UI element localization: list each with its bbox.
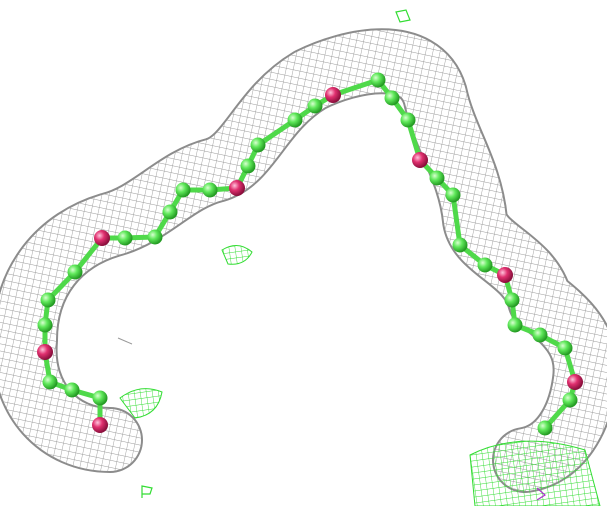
carbon-atom <box>175 182 191 198</box>
carbon-atom <box>64 382 80 398</box>
carbon-atom <box>370 72 386 88</box>
carbon-atom <box>37 317 53 333</box>
carbon-atom <box>307 98 323 114</box>
carbon-atom <box>117 230 133 246</box>
green-mesh-fragment <box>395 9 411 23</box>
carbon-atom <box>452 237 468 253</box>
carbon-atom <box>240 158 256 174</box>
carbon-atom <box>537 420 553 436</box>
carbon-atom <box>40 292 56 308</box>
atom-marker <box>536 487 547 501</box>
carbon-atom <box>532 327 548 343</box>
carbon-atom <box>507 317 523 333</box>
carbon-atom <box>250 137 266 153</box>
carbon-atom <box>400 112 416 128</box>
carbon-atom <box>92 390 108 406</box>
carbon-atom <box>477 257 493 273</box>
carbon-atom <box>202 182 218 198</box>
carbon-atom <box>162 204 178 220</box>
phosphorus-atom <box>497 267 513 283</box>
carbon-atom <box>445 187 461 203</box>
phosphorus-atom <box>37 344 53 360</box>
phosphorus-atom <box>229 180 245 196</box>
carbon-atom <box>147 229 163 245</box>
phosphorus-atom <box>567 374 583 390</box>
carbon-atom <box>562 392 578 408</box>
ball-and-stick-model <box>37 72 583 436</box>
carbon-atom <box>384 90 400 106</box>
green-mesh-blob <box>221 245 253 265</box>
carbon-atom <box>557 340 573 356</box>
green-mesh-blob <box>469 440 601 506</box>
phosphorus-atom <box>94 230 110 246</box>
phosphorus-atom <box>325 87 341 103</box>
phosphorus-atom <box>92 417 108 433</box>
green-mesh-blob <box>119 388 163 419</box>
electron-density-mesh <box>0 28 607 493</box>
carbon-atom <box>67 264 83 280</box>
green-mesh-fragment <box>141 485 153 498</box>
mesh-grid <box>0 30 607 491</box>
difference-density-mesh <box>117 9 601 506</box>
carbon-atom <box>504 292 520 308</box>
carbon-atom <box>287 112 303 128</box>
stray-bond <box>117 337 133 345</box>
phosphorus-atom <box>412 152 428 168</box>
carbon-atom <box>429 170 445 186</box>
carbon-atom <box>42 374 58 390</box>
